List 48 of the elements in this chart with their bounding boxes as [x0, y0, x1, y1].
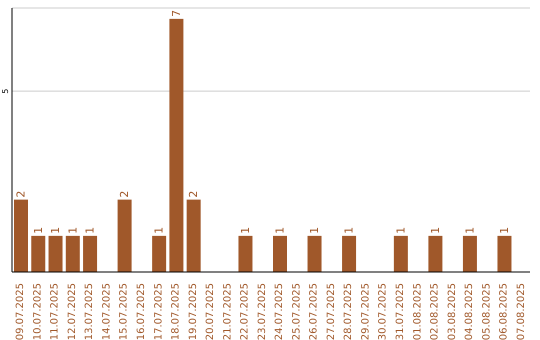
x-tick-label: 05.08.2025 — [481, 283, 492, 340]
data-label: 2 — [187, 190, 200, 198]
x-tick-label: 30.07.2025 — [378, 283, 389, 340]
x-tick-label: 07.08.2025 — [516, 283, 527, 340]
x-tick-label: 11.07.2025 — [50, 283, 61, 340]
data-label: 1 — [84, 226, 97, 234]
x-tick-label: 20.07.2025 — [205, 283, 216, 340]
data-label: 1 — [152, 226, 166, 234]
data-label: 1 — [428, 226, 442, 234]
data-label: 1 — [308, 226, 322, 234]
data-label: 2 — [118, 190, 132, 198]
x-tick-label: 06.08.2025 — [498, 283, 510, 340]
x-tick-label: 14.07.2025 — [101, 283, 112, 340]
x-tick-label: 25.07.2025 — [291, 283, 302, 340]
data-label: 1 — [238, 226, 252, 234]
x-tick-label: 04.08.2025 — [464, 283, 476, 340]
x-tick-label: 12.07.2025 — [66, 283, 78, 340]
x-tick-label: 24.07.2025 — [274, 283, 286, 340]
data-label: 1 — [463, 226, 476, 234]
x-tick-label: 28.07.2025 — [343, 283, 354, 340]
x-tick-label: 26.07.2025 — [308, 283, 320, 340]
x-tick-label: 17.07.2025 — [153, 283, 164, 340]
x-tick-label: 21.07.2025 — [222, 283, 234, 340]
x-tick-label: 09.07.2025 — [15, 283, 26, 340]
x-tick-label: 19.07.2025 — [188, 283, 199, 340]
x-tick-label: 15.07.2025 — [118, 283, 130, 340]
x-tick-label: 01.08.2025 — [412, 283, 424, 340]
x-tick-label: 31.07.2025 — [395, 283, 406, 340]
x-tick-label: 03.08.2025 — [446, 283, 458, 340]
data-label: 1 — [498, 226, 511, 234]
x-tick-label: 22.07.2025 — [240, 283, 251, 340]
x-tick-label: 13.07.2025 — [84, 283, 96, 340]
data-label: 1 — [49, 226, 62, 234]
data-label: 1 — [32, 226, 45, 234]
data-label: 1 — [394, 226, 408, 234]
x-tick-label: 02.08.2025 — [430, 283, 441, 340]
x-tick-label: 27.07.2025 — [326, 283, 337, 340]
x-tick-label: 16.07.2025 — [136, 283, 147, 340]
data-label: 1 — [274, 226, 286, 234]
x-tick-label: 29.07.2025 — [360, 283, 372, 340]
data-label: 1 — [66, 226, 80, 234]
x-tick-label: 10.07.2025 — [32, 283, 44, 340]
x-tick-label: 23.07.2025 — [256, 283, 268, 340]
data-label: 1 — [342, 226, 356, 234]
data-label: 7 — [170, 10, 183, 17]
data-label: 2 — [14, 190, 28, 198]
y-tick-label: 5 — [1, 88, 10, 94]
x-tick-label: 18.07.2025 — [170, 283, 182, 340]
